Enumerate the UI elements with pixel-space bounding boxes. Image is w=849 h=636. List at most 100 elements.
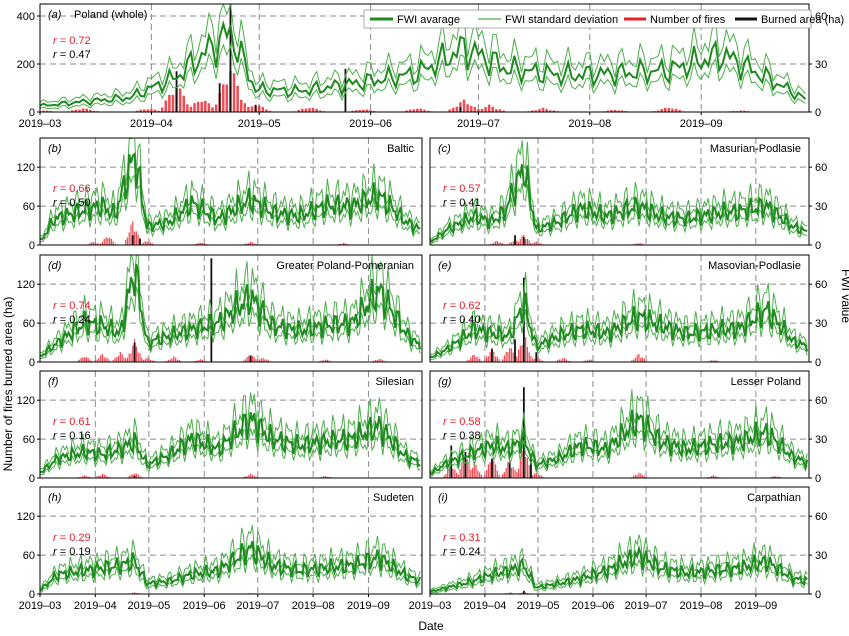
fires-bar-d-77 [176, 359, 179, 362]
panel-g: 0 30 60 (g) Lesser Poland r = 0.58 r = 0.38 [429, 370, 827, 485]
fires-bar-b-50 [128, 232, 130, 245]
fires-bar-e-45 [509, 348, 511, 362]
fwi-std-lower-line-d [40, 286, 421, 360]
x-tick-label-h-2: 2019–05 [127, 600, 170, 612]
fires-bar-e-160 [712, 360, 714, 362]
fires-bar-a-121 [473, 106, 477, 112]
fires-bar-b-117 [248, 242, 250, 245]
fires-bar-a-28 [139, 109, 142, 112]
fires-bar-f-119 [251, 474, 254, 478]
fwi-std-upper-line-e [430, 271, 808, 356]
panel-letter-b: (b) [48, 143, 62, 155]
fires-bar-g-23 [470, 469, 472, 478]
fires-bar-c-49 [516, 240, 518, 245]
fires-bar-f-33 [98, 475, 100, 478]
fires-bar-d-36 [103, 357, 105, 362]
fires-bar-e-116 [634, 357, 637, 362]
fires-bar-d-92 [203, 360, 205, 362]
fires-bar-c-36 [493, 242, 495, 245]
burned-bar-c-48 [514, 235, 516, 245]
fires-bar-e-77 [565, 359, 567, 362]
fires-bar-c-50 [517, 241, 520, 245]
fires-bar-a-33 [157, 110, 160, 112]
fires-bar-e-47 [512, 352, 514, 362]
r-fires-d: r = 0.74 [53, 300, 91, 312]
fires-bar-d-39 [108, 360, 111, 362]
fires-bar-c-63 [540, 243, 543, 245]
x-tick-label-h-5: 2019–08 [292, 600, 335, 612]
burned-bar-a-38 [175, 71, 178, 112]
fires-bar-a-43 [193, 103, 196, 112]
fires-bar-c-38 [496, 240, 498, 245]
fires-bar-b-89 [198, 242, 200, 245]
fwi-std-lower-line-i [430, 558, 808, 594]
fires-bar-f-116 [246, 476, 248, 478]
fires-bar-g-54 [525, 456, 527, 478]
fires-bar-g-122 [645, 476, 647, 478]
fires-bar-b-58 [142, 242, 145, 245]
fires-bar-a-36 [168, 94, 171, 112]
fires-bar-d-56 [139, 353, 141, 362]
fires-bar-a-119 [466, 104, 469, 112]
fires-bar-d-29 [91, 360, 93, 362]
fires-bar-g-196 [776, 476, 778, 478]
fires-bar-g-58 [532, 475, 534, 478]
right-tick-label-i-1: 30 [815, 550, 827, 562]
fires-bar-b-49 [126, 237, 129, 245]
fires-bar-a-127 [495, 109, 498, 112]
fires-bar-a-29 [142, 109, 146, 112]
plot-area-e [430, 271, 809, 362]
fires-bar-a-92 [369, 110, 372, 112]
fires-bar-e-73 [558, 359, 560, 362]
fires-bar-b-60 [146, 241, 148, 245]
fires-bar-c-37 [494, 241, 497, 245]
left-tick-label-d-2: 120 [17, 279, 35, 291]
panel-i: 0 30 60 2019–03 2019–04 2019–05 2019–06 2019–07… [409, 486, 827, 612]
fires-bar-a-129 [502, 110, 505, 112]
fires-bar-e-122 [645, 360, 647, 362]
fires-bar-b-92 [203, 243, 205, 245]
fires-bar-a-89 [358, 109, 362, 112]
x-tick-label-i-0: 2019–03 [409, 600, 452, 612]
x-tick-label-i-5: 2019–08 [680, 600, 723, 612]
fires-bar-a-75 [308, 108, 311, 112]
fires-bar-a-88 [354, 110, 358, 112]
burned-bar-b-52 [131, 235, 134, 245]
fwi-std-upper-line-c [430, 140, 808, 240]
fires-bar-g-15 [455, 472, 458, 478]
fires-bar-c-57 [530, 243, 532, 245]
burned-bar-c-53 [522, 237, 525, 245]
panel-region-i: Carpathian [747, 492, 801, 504]
fires-bar-d-188 [374, 360, 377, 362]
fires-bar-b-93 [205, 243, 207, 245]
fires-bar-g-61 [537, 475, 539, 478]
fires-bar-a-158 [606, 110, 610, 112]
fires-bar-a-34 [160, 107, 164, 112]
fires-bar-b-91 [201, 243, 204, 245]
fires-bar-d-76 [175, 357, 177, 362]
fires-bar-a-72 [297, 110, 300, 112]
r-burned-h: r = 0.19 [53, 546, 91, 558]
left-tick-label-a-1: 200 [17, 59, 35, 71]
fires-bar-g-38 [496, 470, 498, 478]
fires-bar-e-39 [498, 359, 500, 362]
fires-bar-e-89 [587, 360, 589, 362]
fires-bar-c-60 [535, 241, 537, 245]
fires-bar-a-104 [412, 109, 415, 112]
burned-bar-a-85 [344, 68, 347, 112]
fires-bar-g-21 [466, 459, 468, 478]
fires-bar-d-46 [121, 354, 123, 362]
fires-bar-c-51 [519, 239, 521, 245]
fires-bar-d-115 [244, 359, 246, 362]
plot-area-b [40, 138, 421, 245]
fires-bar-f-55 [137, 474, 139, 478]
fires-bar-e-64 [542, 360, 544, 362]
fwi-average-line-a [40, 20, 807, 107]
fires-bar-g-22 [468, 462, 470, 478]
x-tick-label-i-4: 2019–07 [625, 600, 668, 612]
fires-bar-h-53 [133, 592, 136, 594]
fires-bar-a-55 [236, 85, 239, 112]
fires-bar-a-59 [250, 106, 254, 112]
fires-bar-a-47 [207, 103, 211, 112]
